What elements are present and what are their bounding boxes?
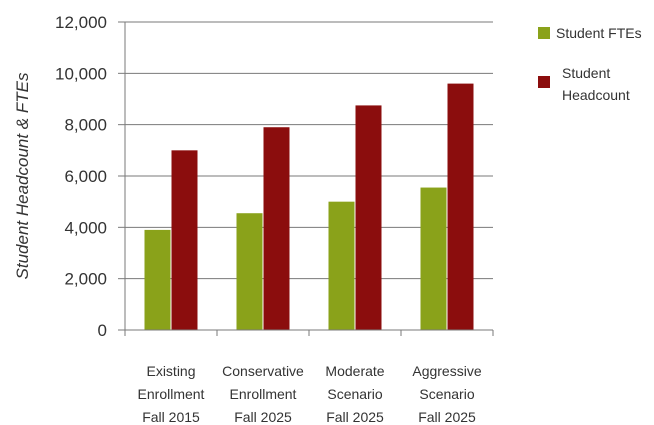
x-category-label-line: Scenario	[327, 386, 382, 402]
bar-student-headcount	[171, 150, 198, 330]
x-category-label-line: Conservative	[222, 363, 304, 379]
x-category-label-line: Aggressive	[412, 363, 481, 379]
axes	[118, 21, 494, 336]
legend-label-fte: Student FTEs	[556, 25, 642, 41]
bar-student-headcount	[447, 83, 474, 330]
legend-swatch-headcount	[538, 76, 550, 88]
x-category-label: Conservative Enrollment Fall 2025	[222, 363, 304, 425]
y-tick-label: 6,000	[64, 167, 107, 186]
legend-label-line: Student	[562, 65, 610, 81]
bars	[144, 83, 474, 331]
x-category-label: Aggressive Scenario Fall 2025	[412, 363, 481, 425]
legend-swatch-fte	[538, 27, 550, 39]
x-category-label-line: Existing	[146, 363, 195, 379]
x-category-label-line: Fall 2025	[234, 409, 292, 425]
bar-student-fte	[236, 213, 263, 330]
x-category-label-line: Moderate	[325, 363, 384, 379]
x-category-label: Moderate Scenario Fall 2025	[325, 363, 384, 425]
y-tick-label: 0	[98, 321, 107, 340]
y-tick-label: 4,000	[64, 218, 107, 237]
x-category-label-line: Fall 2015	[142, 409, 200, 425]
x-category-label-line: Fall 2025	[418, 409, 476, 425]
y-axis-label: Student Headcount & FTEs	[13, 72, 32, 279]
legend-label-headcount: Student Headcount	[562, 65, 630, 103]
bar-student-headcount	[355, 105, 382, 331]
bar-student-fte	[420, 187, 447, 330]
x-category-label-line: Enrollment	[230, 386, 297, 402]
legend-label-line: Student FTEs	[556, 25, 642, 41]
legend-label-line: Headcount	[562, 87, 630, 103]
y-tick-label: 8,000	[64, 116, 107, 135]
x-category-labels: Existing Enrollment Fall 2015 Conservative E…	[138, 363, 482, 425]
legend: Student FTEs Student Headcount	[538, 25, 642, 103]
bar-student-fte	[328, 201, 355, 330]
y-tick-label: 10,000	[55, 64, 107, 83]
bar-student-fte	[144, 229, 171, 330]
y-tick-label: 2,000	[64, 270, 107, 289]
y-tick-labels: 0 2,000 4,000 6,000 8,000 10,000 12,000	[55, 13, 107, 340]
x-category-label-line: Fall 2025	[326, 409, 384, 425]
x-category-label-line: Scenario	[419, 386, 474, 402]
x-category-label-line: Enrollment	[138, 386, 205, 402]
y-tick-label: 12,000	[55, 13, 107, 32]
bar-student-headcount	[263, 127, 290, 330]
x-category-label: Existing Enrollment Fall 2015	[138, 363, 205, 425]
